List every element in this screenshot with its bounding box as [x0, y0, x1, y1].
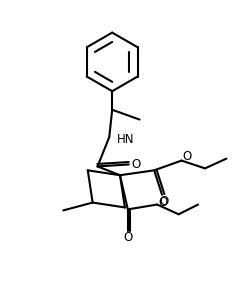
Text: O: O	[158, 196, 168, 209]
Text: O: O	[131, 158, 140, 171]
Text: HN: HN	[117, 133, 135, 146]
Text: O: O	[159, 195, 168, 208]
Text: O: O	[183, 150, 192, 163]
Text: O: O	[123, 231, 132, 244]
